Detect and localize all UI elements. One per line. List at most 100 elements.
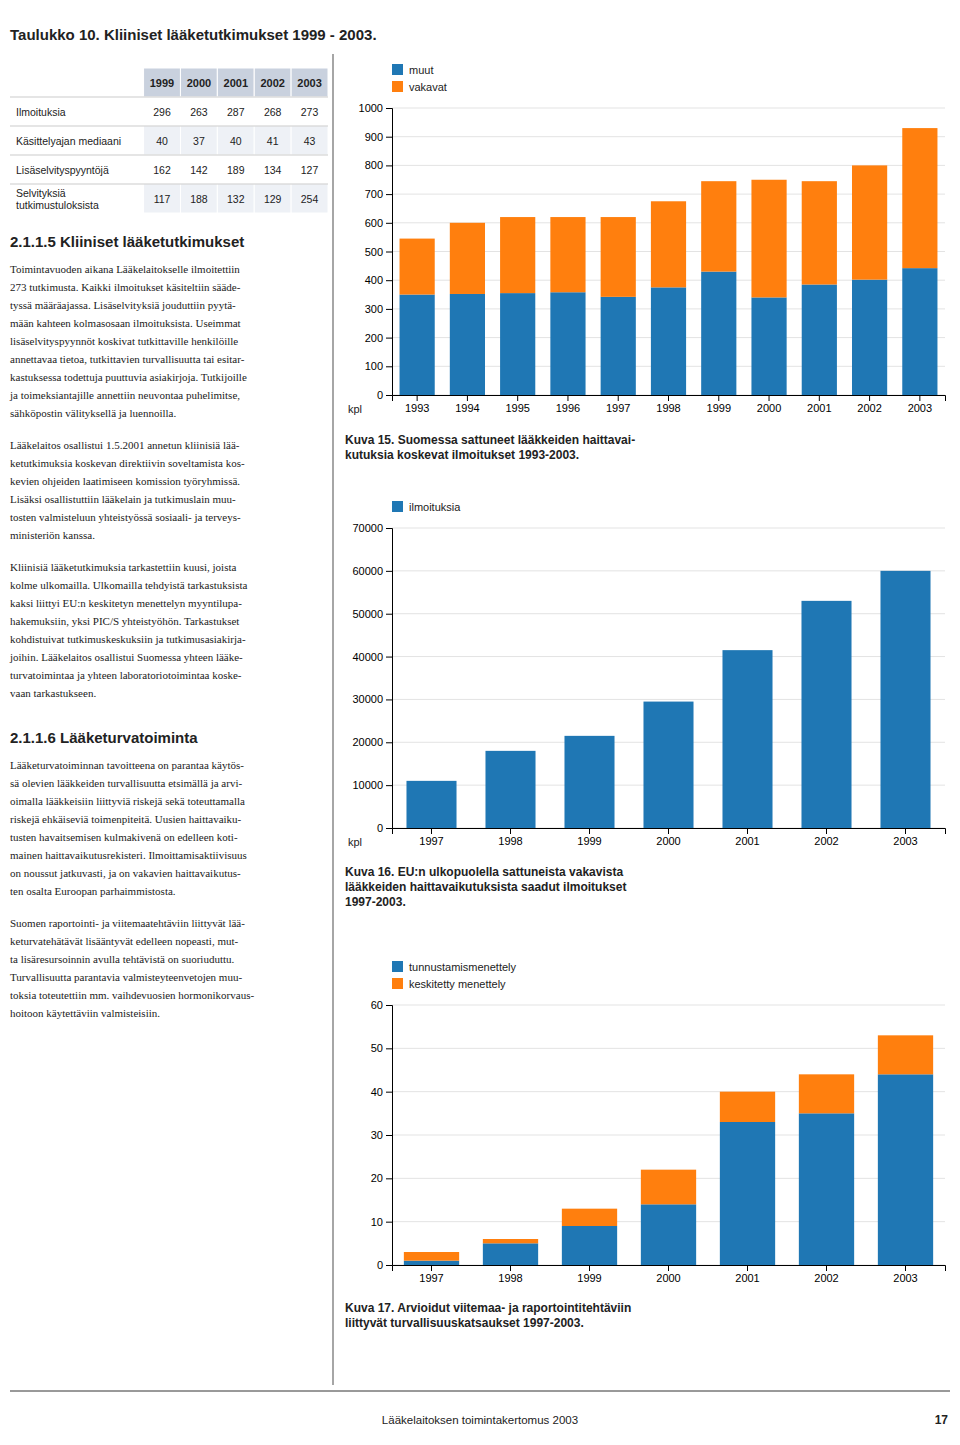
y-tick: 10 bbox=[371, 1216, 392, 1228]
grid-line bbox=[392, 656, 945, 657]
bar bbox=[701, 181, 736, 271]
y-tick: 40 bbox=[371, 1086, 392, 1098]
table-row-rule bbox=[10, 184, 328, 185]
table-row-rule bbox=[10, 97, 328, 98]
x-tick-label: 2003 bbox=[893, 835, 917, 847]
paragraph-line: turvatoimintaa ja yhteen laboratoriotoim… bbox=[10, 669, 242, 681]
table-row-label-line: Käsittelyajan mediaani bbox=[16, 135, 121, 147]
page-svg: Taulukko 10. Kliiniset lääketutkimukset … bbox=[0, 0, 960, 1445]
paragraph-line: keturvatehätävät lisääntyvät edelleen no… bbox=[10, 935, 238, 947]
grid bbox=[392, 528, 945, 828]
y-tick-mark bbox=[386, 1178, 392, 1179]
x-tick: 1997 bbox=[606, 395, 630, 414]
y-tick-mark bbox=[386, 614, 392, 615]
y-tick-mark bbox=[386, 223, 392, 224]
paragraph-line: riskejä ehkäiseviä toimenpiteitä. Uusien… bbox=[10, 813, 242, 825]
y-tick: 1000 bbox=[359, 102, 392, 114]
bar bbox=[400, 239, 435, 295]
section-title: 2.1.1.5 Kliiniset lääketutkimukset bbox=[10, 233, 244, 250]
y-tick: 50 bbox=[371, 1042, 392, 1054]
grid-line bbox=[392, 108, 945, 109]
bar bbox=[651, 201, 686, 287]
x-tick-mark bbox=[819, 395, 820, 401]
x-tick-mark bbox=[905, 1265, 906, 1271]
x-tick: 1999 bbox=[707, 395, 731, 414]
table-value: 142 bbox=[190, 164, 208, 176]
bar bbox=[801, 601, 851, 828]
table-cell bbox=[291, 155, 328, 184]
y-tick-label: 200 bbox=[365, 332, 383, 344]
x-tick-label: 1999 bbox=[707, 402, 731, 414]
chart-title-line: Kuva 17. Arvioidut viitemaa- ja raportoi… bbox=[345, 1301, 631, 1315]
table-value: 40 bbox=[156, 135, 168, 147]
y-tick: 20 bbox=[371, 1172, 392, 1184]
paragraph-line: vaan tarkastukseen. bbox=[10, 687, 96, 699]
table-header: 2002 bbox=[260, 77, 284, 89]
grid-line bbox=[392, 570, 945, 571]
x-axis: 1997199819992000200120022003 bbox=[393, 1265, 946, 1284]
y-tick-mark bbox=[386, 1048, 392, 1049]
paragraph-line: Kliinisiä lääketutkimuksia tarkastettiin… bbox=[10, 561, 236, 573]
legend-swatch bbox=[392, 64, 403, 75]
y-tick-mark bbox=[386, 309, 392, 310]
grid-line bbox=[392, 528, 945, 529]
x-tick-label: 1997 bbox=[606, 402, 630, 414]
paragraph-line: annettavaa tietoa, tutkittavien turvalli… bbox=[10, 353, 245, 365]
bar bbox=[720, 1122, 775, 1265]
y-tick-mark bbox=[386, 571, 392, 572]
y-axis-line bbox=[386, 1006, 393, 1266]
paragraph-line: kastuksessa todettuja puuttuvia asiakirj… bbox=[10, 371, 247, 383]
table-cell bbox=[291, 97, 328, 126]
legend-label: keskitetty menettely bbox=[409, 978, 506, 990]
paragraph-line: ten osalta Euroopan parhaimmistosta. bbox=[10, 885, 176, 897]
y-tick: 0 bbox=[377, 822, 392, 834]
bar bbox=[722, 650, 772, 828]
legend: muutvakavat bbox=[392, 64, 447, 93]
bar bbox=[799, 1113, 854, 1265]
x-axis-line bbox=[393, 829, 946, 835]
paragraph-line: Turvallisuutta parantavia valmisteyteenv… bbox=[10, 971, 242, 983]
bar bbox=[802, 181, 837, 284]
y-tick: 800 bbox=[365, 159, 392, 171]
bar bbox=[601, 217, 636, 297]
x-tick: 1995 bbox=[505, 395, 529, 414]
table-row-label: Lisäselvityspyyntöjä bbox=[16, 164, 109, 176]
x-tick-mark bbox=[618, 395, 619, 401]
table-cell bbox=[144, 126, 181, 155]
y-tick-label: 20000 bbox=[352, 736, 383, 748]
x-tick: 2003 bbox=[908, 395, 932, 414]
y-tick-label: 500 bbox=[365, 246, 383, 258]
paragraph-line: hakemuksiin, yksi PIC/S yhteistyöhön. Ta… bbox=[10, 615, 239, 627]
x-tick-mark bbox=[919, 395, 920, 401]
paragraph: Lääketurvatoiminnan tavoitteena on paran… bbox=[10, 759, 247, 897]
table-cell bbox=[254, 155, 291, 184]
y-axis-label: kpl bbox=[348, 836, 362, 848]
x-tick-label: 1995 bbox=[505, 402, 529, 414]
table-value: 127 bbox=[301, 164, 319, 176]
legend-label: vakavat bbox=[409, 81, 447, 93]
table-cell bbox=[254, 184, 291, 213]
y-tick-mark bbox=[386, 165, 392, 166]
y-tick-label: 400 bbox=[365, 274, 383, 286]
paragraph-line: kevien ohjeiden laatimiseen komission ty… bbox=[10, 475, 240, 487]
bar bbox=[483, 1243, 538, 1265]
x-tick-mark bbox=[826, 828, 827, 834]
table-row-label: Ilmoituksia bbox=[16, 106, 66, 118]
y-tick-label: 30000 bbox=[352, 693, 383, 705]
footer: Lääkelaitoksen toimintakertomus 2003 bbox=[382, 1414, 578, 1426]
y-tick-label: 40000 bbox=[352, 651, 383, 663]
table-value: 273 bbox=[301, 106, 319, 118]
bar bbox=[751, 180, 786, 298]
y-tick: 400 bbox=[365, 274, 392, 286]
x-tick: 1994 bbox=[455, 395, 479, 414]
bar bbox=[720, 1092, 775, 1122]
y-tick: 200 bbox=[365, 332, 392, 344]
x-tick-label: 2001 bbox=[807, 402, 831, 414]
y-tick-label: 40 bbox=[371, 1086, 383, 1098]
chart: 0100200300400500600700800900100019931994… bbox=[345, 64, 946, 462]
bar bbox=[641, 1204, 696, 1265]
x-tick: 1998 bbox=[498, 828, 522, 847]
x-tick-label: 2002 bbox=[814, 835, 838, 847]
bar bbox=[902, 268, 937, 395]
x-tick-mark bbox=[769, 395, 770, 401]
